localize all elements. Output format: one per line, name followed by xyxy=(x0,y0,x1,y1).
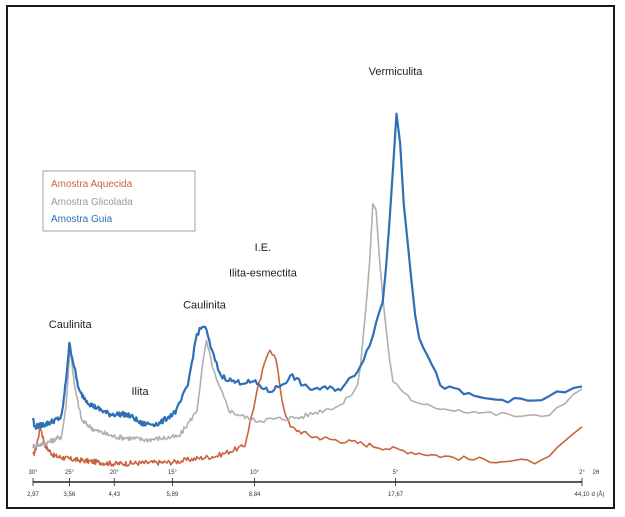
peak-annotation-4: I.E. xyxy=(255,242,272,254)
peak-annotation-6: Vermiculita xyxy=(369,66,424,78)
x-tick-label-2theta-1: 30° xyxy=(28,470,38,476)
x-tick-label-d-2: 3,56 xyxy=(64,492,76,498)
x-tick-label-2theta-2: 25° xyxy=(65,470,75,476)
legend-entry-guia: Amostra Guia xyxy=(51,214,113,225)
x-tick-label-2theta-7: 2° xyxy=(579,470,585,476)
peak-annotation-5: Ilita-esmectita xyxy=(229,268,298,280)
chart-frame xyxy=(6,5,615,509)
x-axis-unit-d: d (Å) xyxy=(591,491,604,498)
x-tick-label-2theta-6: 5° xyxy=(393,470,399,476)
x-axis: 30° 2,97 25° 3,56 20° 4,43 15° 5,89 10° 8,84 5° 17,… xyxy=(27,470,604,498)
x-tick-label-d-1: 2,97 xyxy=(27,492,39,498)
x-tick-label-2theta-5: 10° xyxy=(250,470,260,476)
x-tick-label-d-5: 8,84 xyxy=(249,492,261,498)
peak-annotation-1: Caulinita xyxy=(49,319,93,331)
legend-entry-glicolada: Amostra Glicolada xyxy=(51,197,133,208)
annotation-layer: Caulinita Ilita Caulinita I.E. Ilita-esmecti… xyxy=(49,66,423,398)
x-axis-unit-2theta: 2θ xyxy=(593,470,600,476)
legend-entry-aquecida: Amostra Aquecida xyxy=(51,179,133,190)
peak-annotation-2: Ilita xyxy=(131,386,149,398)
x-tick-label-2theta-4: 15° xyxy=(168,470,178,476)
series-line-1 xyxy=(32,349,583,467)
x-tick-label-d-3: 4,43 xyxy=(108,492,120,498)
series-line-2 xyxy=(32,202,583,449)
x-tick-label-d-7: 44,10 xyxy=(574,492,590,498)
x-tick-label-2theta-3: 20° xyxy=(110,470,120,476)
legend: Amostra Aquecida Amostra Glicolada Amost… xyxy=(42,170,196,232)
series-line-3 xyxy=(31,112,583,430)
x-tick-label-d-4: 5,89 xyxy=(167,492,179,498)
series-layer xyxy=(31,112,583,467)
x-tick-label-d-6: 17,67 xyxy=(388,492,404,498)
legend-box xyxy=(42,170,196,232)
peak-annotation-3: Caulinita xyxy=(183,300,227,312)
